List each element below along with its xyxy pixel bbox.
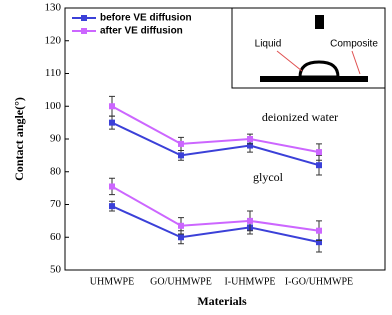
y-tick-label: 100 <box>45 100 62 112</box>
y-tick-label: 50 <box>50 264 62 276</box>
y-tick-label: 110 <box>45 67 62 79</box>
y-tick-label: 130 <box>45 2 62 14</box>
needle <box>315 15 324 29</box>
marker <box>316 227 322 234</box>
marker <box>178 234 184 241</box>
legend-label: before VE diffusion <box>100 13 192 24</box>
marker <box>178 152 184 159</box>
marker <box>178 140 184 147</box>
y-axis-label: Contact angle(°) <box>12 97 26 181</box>
arrow <box>351 50 361 75</box>
y-tick-label: 80 <box>50 165 62 177</box>
annotation: deionized water <box>262 110 338 124</box>
marker <box>247 142 253 149</box>
marker <box>316 239 322 246</box>
x-axis-label: Materials <box>197 294 247 308</box>
legend-label: after VE diffusion <box>100 26 183 37</box>
marker <box>109 183 115 190</box>
legend-marker <box>81 28 87 34</box>
marker <box>247 136 253 142</box>
arrow <box>276 50 303 72</box>
series-line <box>111 105 320 154</box>
marker <box>109 203 115 210</box>
y-tick-label: 60 <box>50 231 62 243</box>
inset-label: Composite <box>330 39 378 50</box>
x-tick-label: UHMWPE <box>90 276 134 287</box>
marker <box>109 103 115 110</box>
legend-marker <box>81 15 87 21</box>
marker <box>178 222 184 229</box>
series-line <box>111 205 320 244</box>
x-tick-label: I-GO/UHMWPE <box>285 276 353 287</box>
inset-label: Liquid <box>255 39 282 50</box>
annotation: glycol <box>253 170 284 184</box>
marker <box>247 217 253 224</box>
substrate <box>260 76 368 82</box>
x-tick-label: I-UHMWPE <box>224 276 275 287</box>
marker <box>316 162 322 169</box>
marker <box>109 119 115 126</box>
y-tick-label: 120 <box>45 34 62 46</box>
series-line <box>111 121 320 167</box>
marker <box>316 149 322 156</box>
inset: Liquid Composite <box>231 7 386 89</box>
y-tick-label: 70 <box>50 198 62 210</box>
y-tick-label: 90 <box>50 133 62 145</box>
droplet <box>298 60 340 79</box>
x-tick-label: GO/UHMWPE <box>150 276 212 287</box>
series-line <box>111 185 320 232</box>
